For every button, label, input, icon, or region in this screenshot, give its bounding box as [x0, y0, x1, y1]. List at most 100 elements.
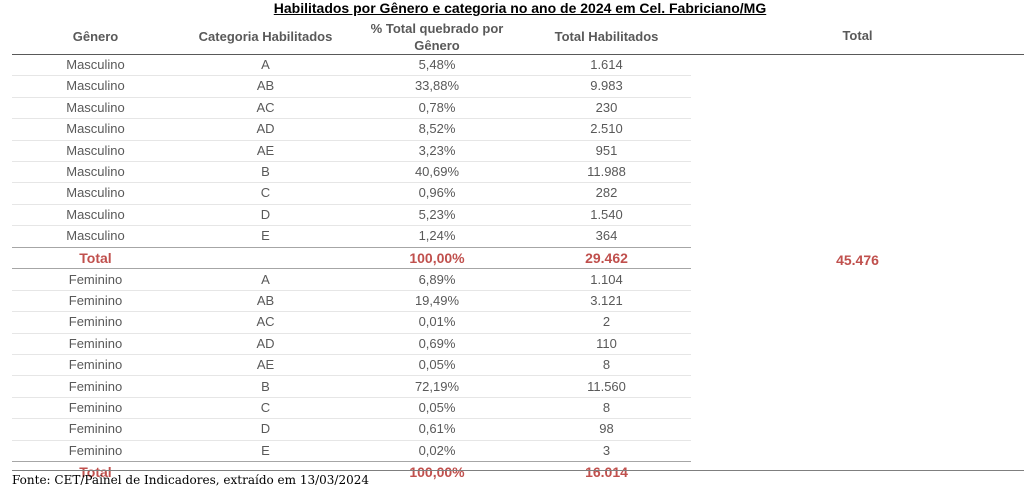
row-divider [12, 97, 691, 98]
header-percent-line2: Gênero [414, 38, 460, 53]
cell-categoria: AE [256, 357, 275, 373]
cell-total-habilitados: 2.510 [590, 121, 623, 137]
table-row: Feminino AB 19,49% 3.121 [12, 292, 691, 313]
cell-genero: Feminino [68, 271, 123, 287]
total-row: Total 100,00% 29.462 [12, 249, 691, 270]
table-row: Feminino B 72,19% 11.560 [12, 378, 691, 399]
header-total-habilitados: Total Habilitados [554, 29, 659, 44]
row-divider [12, 247, 691, 248]
cell-genero: Feminino [68, 378, 123, 394]
table-row: Masculino C 0,96% 282 [12, 184, 691, 205]
table-row: Feminino C 0,05% 8 [12, 399, 691, 420]
cell-categoria: AE [256, 142, 275, 158]
cell-genero: Masculino [66, 99, 125, 115]
header-total: Total [842, 28, 873, 43]
row-divider [12, 418, 691, 419]
cell-percent: 40,69% [414, 164, 460, 179]
cell-total-value: 16.014 [585, 464, 628, 481]
header-percent: % Total quebrado por Gênero [352, 20, 522, 54]
cell-genero: Feminino [68, 292, 123, 308]
row-divider [12, 161, 691, 162]
cell-total-habilitados: 2 [602, 314, 611, 330]
cell-total-percent: 100,00% [409, 249, 465, 266]
cell-total-habilitados: 282 [595, 185, 618, 201]
cell-genero: Masculino [66, 78, 125, 94]
cell-percent: 0,96% [418, 185, 456, 201]
table-row: Masculino B 40,69% 11.988 [12, 163, 691, 184]
cell-genero: Masculino [66, 185, 125, 201]
row-divider [12, 290, 691, 291]
cell-categoria: B [261, 164, 270, 179]
cell-categoria: C [260, 399, 271, 415]
header-categoria: Categoria Habilitados [198, 29, 333, 44]
cell-genero: Feminino [68, 399, 123, 415]
header-genero: Gênero [72, 29, 119, 44]
cell-total-habilitados: 1.614 [590, 57, 623, 72]
table-row: Masculino D 5,23% 1.540 [12, 206, 691, 227]
cell-percent: 6,89% [418, 271, 456, 287]
cell-total-percent: 100,00% [409, 464, 465, 481]
cell-genero: Masculino [66, 228, 125, 244]
cell-percent: 0,02% [418, 442, 456, 458]
cell-total-habilitados: 951 [595, 142, 618, 158]
cell-genero: Masculino [66, 206, 125, 222]
table-row: Feminino AD 0,69% 110 [12, 335, 691, 356]
cell-total-habilitados: 8 [602, 399, 611, 415]
table-row: Feminino AE 0,05% 8 [12, 356, 691, 377]
table-row: Feminino AC 0,01% 2 [12, 313, 691, 334]
table-row: Masculino AD 8,52% 2.510 [12, 120, 691, 141]
cell-categoria: D [260, 206, 271, 222]
row-divider [12, 140, 691, 141]
table-row: Masculino AB 33,88% 9.983 [12, 77, 691, 98]
cell-total-habilitados: 9.983 [590, 78, 623, 94]
cell-percent: 0,69% [418, 335, 456, 351]
row-divider [12, 333, 691, 334]
cell-total-habilitados: 110 [596, 335, 617, 351]
row-divider [12, 354, 691, 355]
cell-categoria: C [260, 185, 271, 201]
cell-genero: Masculino [66, 142, 125, 158]
cell-genero: Feminino [68, 442, 123, 458]
row-divider [12, 397, 691, 398]
header-rule [12, 54, 1024, 55]
row-divider [12, 225, 691, 226]
cell-percent: 3,23% [418, 142, 456, 158]
cell-percent: 33,88% [414, 78, 460, 94]
cell-total-label: Total [79, 249, 112, 266]
cell-percent: 0,05% [418, 399, 456, 415]
cell-percent: 1,24% [418, 228, 456, 244]
cell-categoria: AC [256, 99, 275, 115]
row-divider [12, 204, 691, 205]
total-row: Total 100,00% 16.014 [12, 463, 691, 484]
cell-genero: Masculino [66, 164, 125, 179]
row-divider [12, 75, 691, 76]
cell-percent: 0,78% [418, 99, 456, 115]
cell-total-label: Total [79, 464, 112, 481]
row-divider [12, 118, 691, 119]
cell-percent: 0,05% [418, 357, 456, 373]
cell-total-habilitados: 230 [595, 99, 618, 115]
grand-total: 45.476 [836, 252, 879, 268]
cell-total-habilitados: 1.104 [590, 271, 623, 287]
cell-genero: Feminino [68, 421, 123, 437]
cell-categoria: A [261, 271, 270, 287]
table-row: Feminino D 0,61% 98 [12, 420, 691, 441]
cell-categoria: B [261, 378, 270, 394]
cell-genero: Masculino [66, 121, 125, 137]
cell-percent: 19,49% [414, 292, 460, 308]
cell-categoria: E [261, 442, 270, 458]
cell-percent: 0,61% [418, 421, 456, 437]
cell-total-habilitados: 11.988 [587, 164, 626, 179]
table-row: Feminino E 0,02% 3 [12, 442, 691, 463]
cell-genero: Feminino [68, 357, 123, 373]
cell-categoria: AC [256, 314, 275, 330]
cell-total-habilitados: 3.121 [590, 292, 623, 308]
row-divider [12, 268, 691, 269]
cell-categoria: AB [256, 292, 275, 308]
cell-percent: 5,23% [418, 206, 456, 222]
cell-total-value: 29.462 [585, 249, 628, 266]
header-percent-line1: % Total quebrado por [370, 21, 504, 36]
table-row: Masculino AE 3,23% 951 [12, 142, 691, 163]
table-title: Habilitados por Gênero e categoria no an… [273, 0, 767, 16]
row-divider [12, 440, 691, 441]
